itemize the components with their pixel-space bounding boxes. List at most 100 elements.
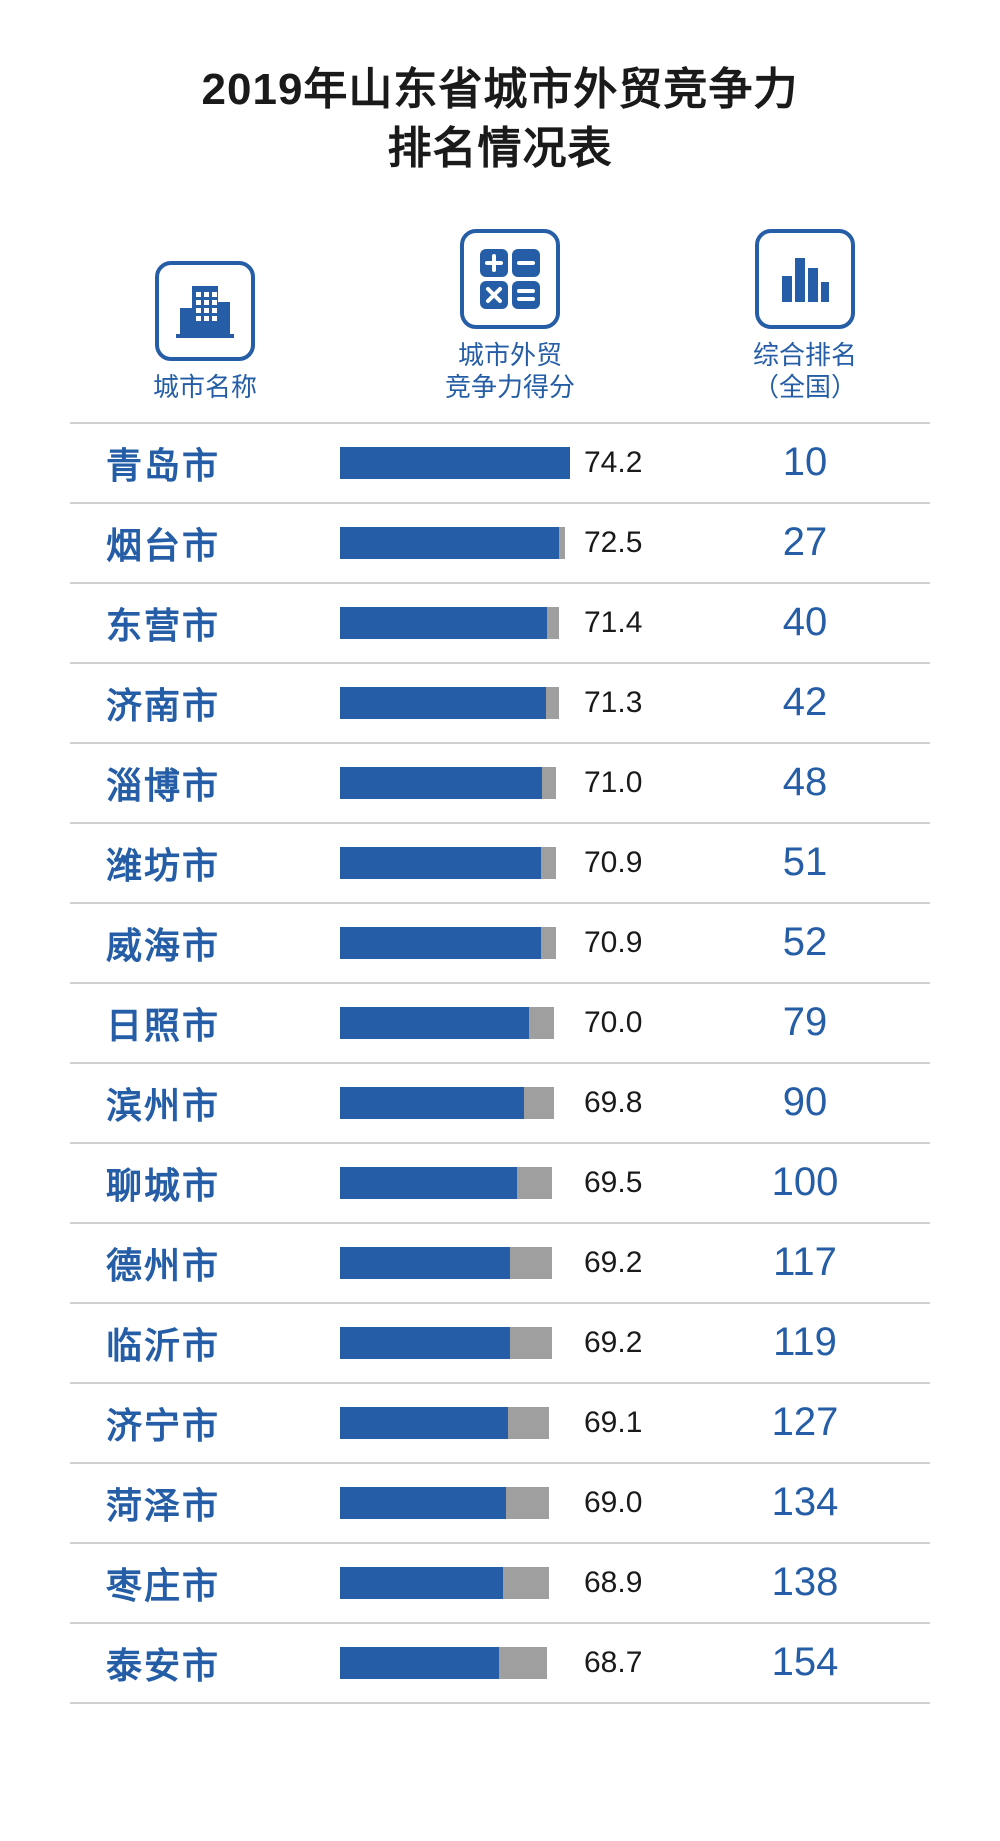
score-cell: 71.3 — [340, 686, 680, 720]
title-line-1: 2019年山东省城市外贸竞争力 — [202, 65, 799, 114]
score-value: 72.5 — [584, 526, 642, 560]
bar-fill — [340, 1247, 510, 1279]
bar-fill — [340, 1407, 508, 1439]
score-value: 70.9 — [584, 926, 642, 960]
rank-value: 90 — [680, 1080, 930, 1125]
score-value: 68.7 — [584, 1646, 642, 1680]
table-body: 青岛市74.210烟台市72.527东营市71.440济南市71.342淄博市7… — [70, 424, 930, 1704]
score-bar — [340, 927, 570, 959]
table-row: 济宁市69.1127 — [70, 1384, 930, 1464]
score-bar — [340, 1647, 570, 1679]
rank-value: 134 — [680, 1480, 930, 1525]
score-bar — [340, 847, 570, 879]
bar-fill — [340, 607, 547, 639]
rank-value: 27 — [680, 520, 930, 565]
bar-fill — [340, 1007, 529, 1039]
score-cell: 68.9 — [340, 1566, 680, 1600]
score-bar — [340, 1567, 570, 1599]
score-cell: 69.0 — [340, 1486, 680, 1520]
bar-fill — [340, 767, 542, 799]
rank-value: 51 — [680, 840, 930, 885]
score-bar — [340, 767, 570, 799]
score-cell: 71.4 — [340, 606, 680, 640]
building-icon — [155, 261, 255, 361]
score-value: 70.9 — [584, 846, 642, 880]
table-row: 东营市71.440 — [70, 584, 930, 664]
title-line-2: 排名情况表 — [388, 124, 613, 173]
score-bar — [340, 1327, 570, 1359]
city-name: 潍坊市 — [70, 837, 340, 889]
score-cell: 69.2 — [340, 1246, 680, 1280]
table-row: 济南市71.342 — [70, 664, 930, 744]
score-bar — [340, 1007, 570, 1039]
table-header-row: 城市名称 城市外贸 竞争力得分 — [70, 229, 930, 424]
score-bar — [340, 687, 570, 719]
bar-fill — [340, 1327, 510, 1359]
score-cell: 74.2 — [340, 446, 680, 480]
score-cell: 69.5 — [340, 1166, 680, 1200]
bar-fill — [340, 927, 541, 959]
score-value: 70.0 — [584, 1006, 642, 1040]
city-name: 济南市 — [70, 677, 340, 729]
rank-value: 117 — [680, 1240, 930, 1285]
score-cell: 72.5 — [340, 526, 680, 560]
score-value: 69.2 — [584, 1326, 642, 1360]
score-cell: 70.9 — [340, 926, 680, 960]
city-name: 青岛市 — [70, 437, 340, 489]
rank-value: 52 — [680, 920, 930, 965]
rank-value: 154 — [680, 1640, 930, 1685]
score-value: 71.3 — [584, 686, 642, 720]
rank-value: 79 — [680, 1000, 930, 1045]
table-row: 枣庄市68.9138 — [70, 1544, 930, 1624]
bar-fill — [340, 1087, 524, 1119]
city-name: 烟台市 — [70, 517, 340, 569]
score-value: 74.2 — [584, 446, 642, 480]
table-row: 聊城市69.5100 — [70, 1144, 930, 1224]
score-value: 71.0 — [584, 766, 642, 800]
table-row: 泰安市 68.7 154 — [70, 1624, 930, 1704]
bar-fill — [340, 1487, 506, 1519]
score-bar — [340, 1407, 570, 1439]
score-value: 69.8 — [584, 1086, 642, 1120]
city-name: 菏泽市 — [70, 1477, 340, 1529]
table-row: 青岛市 74.2 10 — [70, 424, 930, 504]
rank-value: 119 — [680, 1320, 930, 1365]
city-name: 聊城市 — [70, 1157, 340, 1209]
table-row: 日照市70.079 — [70, 984, 930, 1064]
city-name: 滨州市 — [70, 1077, 340, 1129]
score-value: 69.0 — [584, 1486, 642, 1520]
table-row: 烟台市 72.5 27 — [70, 504, 930, 584]
rank-value: 10 — [680, 440, 930, 485]
city-name: 临沂市 — [70, 1317, 340, 1369]
table-row: 潍坊市 70.9 51 — [70, 824, 930, 904]
table-row: 滨州市 69.8 90 — [70, 1064, 930, 1144]
bar-fill — [340, 527, 559, 559]
city-name: 枣庄市 — [70, 1557, 340, 1609]
score-bar — [340, 1087, 570, 1119]
rank-value: 48 — [680, 760, 930, 805]
table-row: 淄博市71.048 — [70, 744, 930, 824]
score-value: 71.4 — [584, 606, 642, 640]
header-score-label: 城市外贸 竞争力得分 — [445, 339, 575, 404]
score-bar — [340, 447, 570, 479]
bar-fill — [340, 447, 570, 479]
header-city-label: 城市名称 — [153, 371, 257, 404]
bar-fill — [340, 847, 541, 879]
header-rank-label: 综合排名 （全国） — [753, 339, 857, 404]
score-bar — [340, 607, 570, 639]
score-cell: 70.0 — [340, 1006, 680, 1040]
city-name: 泰安市 — [70, 1637, 340, 1689]
city-name: 济宁市 — [70, 1397, 340, 1449]
city-name: 东营市 — [70, 597, 340, 649]
bar-fill — [340, 687, 546, 719]
score-cell: 69.8 — [340, 1086, 680, 1120]
score-value: 69.1 — [584, 1406, 642, 1440]
bar-chart-icon — [755, 229, 855, 329]
score-value: 69.2 — [584, 1246, 642, 1280]
score-value: 69.5 — [584, 1166, 642, 1200]
table-row: 菏泽市 69.0 134 — [70, 1464, 930, 1544]
city-name: 威海市 — [70, 917, 340, 969]
city-name: 德州市 — [70, 1237, 340, 1289]
score-bar — [340, 1247, 570, 1279]
rank-value: 138 — [680, 1560, 930, 1605]
